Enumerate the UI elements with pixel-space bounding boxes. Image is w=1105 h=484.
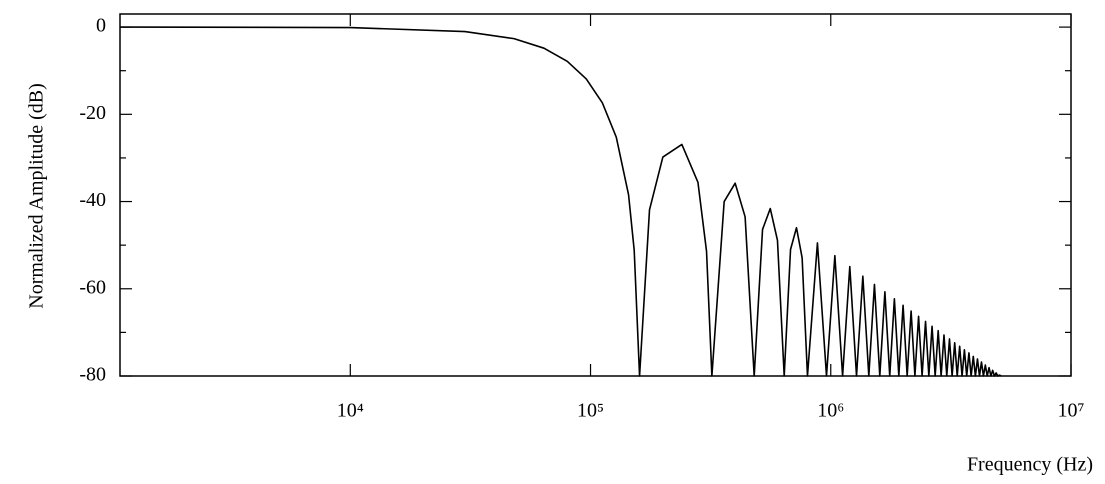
plot-frame bbox=[119, 13, 1072, 377]
x-axis-label: Frequency (Hz) bbox=[967, 454, 1093, 476]
y-tick-label: -80 bbox=[79, 364, 106, 386]
y-tick-label: 0 bbox=[96, 15, 106, 37]
x-tick-label: 10⁶ bbox=[817, 400, 844, 422]
x-tick-label: 10⁵ bbox=[577, 400, 604, 422]
y-tick-label: -40 bbox=[79, 189, 106, 211]
y-axis-label: Normalized Amplitude (dB) bbox=[26, 83, 48, 309]
data-line bbox=[119, 26, 1002, 377]
y-tick-label: -20 bbox=[79, 102, 106, 124]
x-tick-label: 10⁴ bbox=[337, 400, 364, 422]
y-tick-label: -60 bbox=[79, 276, 106, 298]
x-tick-label: 10⁷ bbox=[1058, 400, 1085, 422]
